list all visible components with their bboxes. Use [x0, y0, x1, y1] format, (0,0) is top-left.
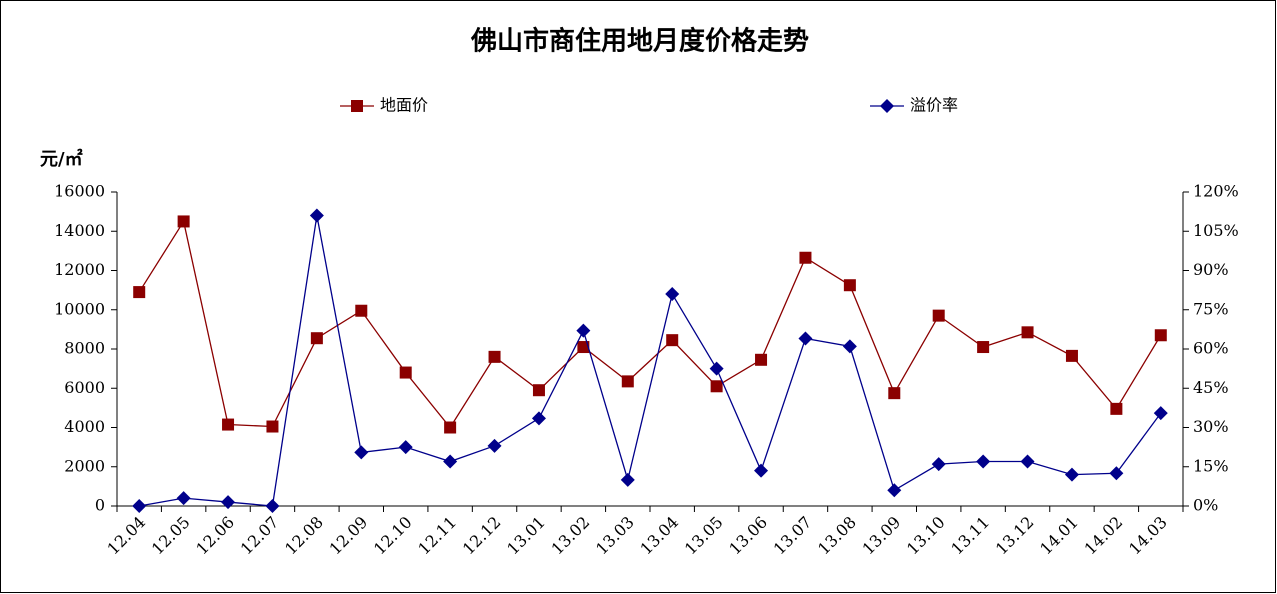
- y-tick-label: 0: [95, 496, 105, 515]
- marker: [222, 418, 235, 431]
- marker: [620, 472, 635, 487]
- chart-title: 佛山市商住用地月度价格走势: [470, 26, 809, 57]
- marker: [398, 440, 413, 455]
- y-tick-label: 2000: [64, 456, 105, 475]
- y2-tick-label: 45%: [1193, 378, 1229, 397]
- marker: [665, 287, 680, 302]
- legend-marker: [351, 100, 363, 112]
- marker: [487, 438, 502, 453]
- y2-tick-label: 75%: [1193, 299, 1229, 318]
- marker: [132, 499, 147, 513]
- y2-tick-label: 105%: [1193, 221, 1239, 240]
- legend-marker: [880, 99, 894, 113]
- marker: [755, 353, 768, 366]
- marker: [709, 361, 724, 376]
- marker: [931, 457, 946, 472]
- marker: [843, 279, 856, 292]
- marker: [621, 375, 634, 388]
- marker: [666, 334, 679, 347]
- y2-tick-label: 60%: [1193, 339, 1229, 358]
- y2-tick-label: 30%: [1193, 417, 1229, 436]
- marker: [710, 380, 723, 393]
- marker: [887, 483, 902, 498]
- y-tick-label: 8000: [64, 339, 105, 358]
- marker: [577, 341, 590, 354]
- marker: [1154, 329, 1167, 342]
- y2-tick-label: 90%: [1193, 260, 1229, 279]
- y-tick-label: 10000: [54, 299, 105, 318]
- line: [138, 219, 1162, 429]
- marker: [177, 215, 190, 228]
- marker: [354, 445, 369, 460]
- marker: [399, 366, 412, 379]
- y-tick-label: 4000: [64, 417, 105, 436]
- marker: [888, 387, 901, 400]
- marker: [355, 304, 368, 317]
- marker: [932, 309, 945, 322]
- marker: [1065, 349, 1078, 362]
- legend-label: 地面价: [380, 96, 428, 115]
- marker: [976, 454, 991, 469]
- marker: [1064, 467, 1079, 482]
- marker: [842, 339, 857, 354]
- y2-tick-label: 15%: [1193, 456, 1229, 475]
- marker: [133, 286, 146, 299]
- marker: [176, 491, 191, 506]
- marker: [754, 463, 769, 478]
- marker: [576, 323, 591, 338]
- marker: [265, 499, 280, 513]
- y-tick-label: 12000: [54, 260, 105, 279]
- marker: [1109, 466, 1124, 481]
- marker: [221, 495, 236, 510]
- marker: [531, 411, 546, 426]
- marker: [443, 454, 458, 469]
- marker: [1021, 326, 1034, 339]
- line: [139, 215, 1162, 507]
- y2-tick-label: 120%: [1193, 182, 1239, 201]
- marker: [310, 332, 323, 345]
- marker: [309, 208, 324, 223]
- marker: [798, 331, 813, 346]
- y-tick-label: 16000: [54, 182, 105, 201]
- y2-tick-label: 0%: [1193, 496, 1218, 515]
- y-axis-label: 元/㎡: [40, 148, 83, 170]
- y-tick-label: 6000: [64, 378, 105, 397]
- marker: [532, 384, 545, 397]
- marker: [1153, 406, 1168, 421]
- marker: [266, 420, 279, 433]
- legend-label: 溢价率: [910, 96, 958, 115]
- y-tick-label: 14000: [54, 221, 105, 240]
- marker: [444, 421, 457, 434]
- marker: [1020, 454, 1035, 469]
- marker: [488, 350, 501, 363]
- marker: [799, 251, 812, 264]
- marker: [977, 341, 990, 354]
- marker: [1110, 402, 1123, 415]
